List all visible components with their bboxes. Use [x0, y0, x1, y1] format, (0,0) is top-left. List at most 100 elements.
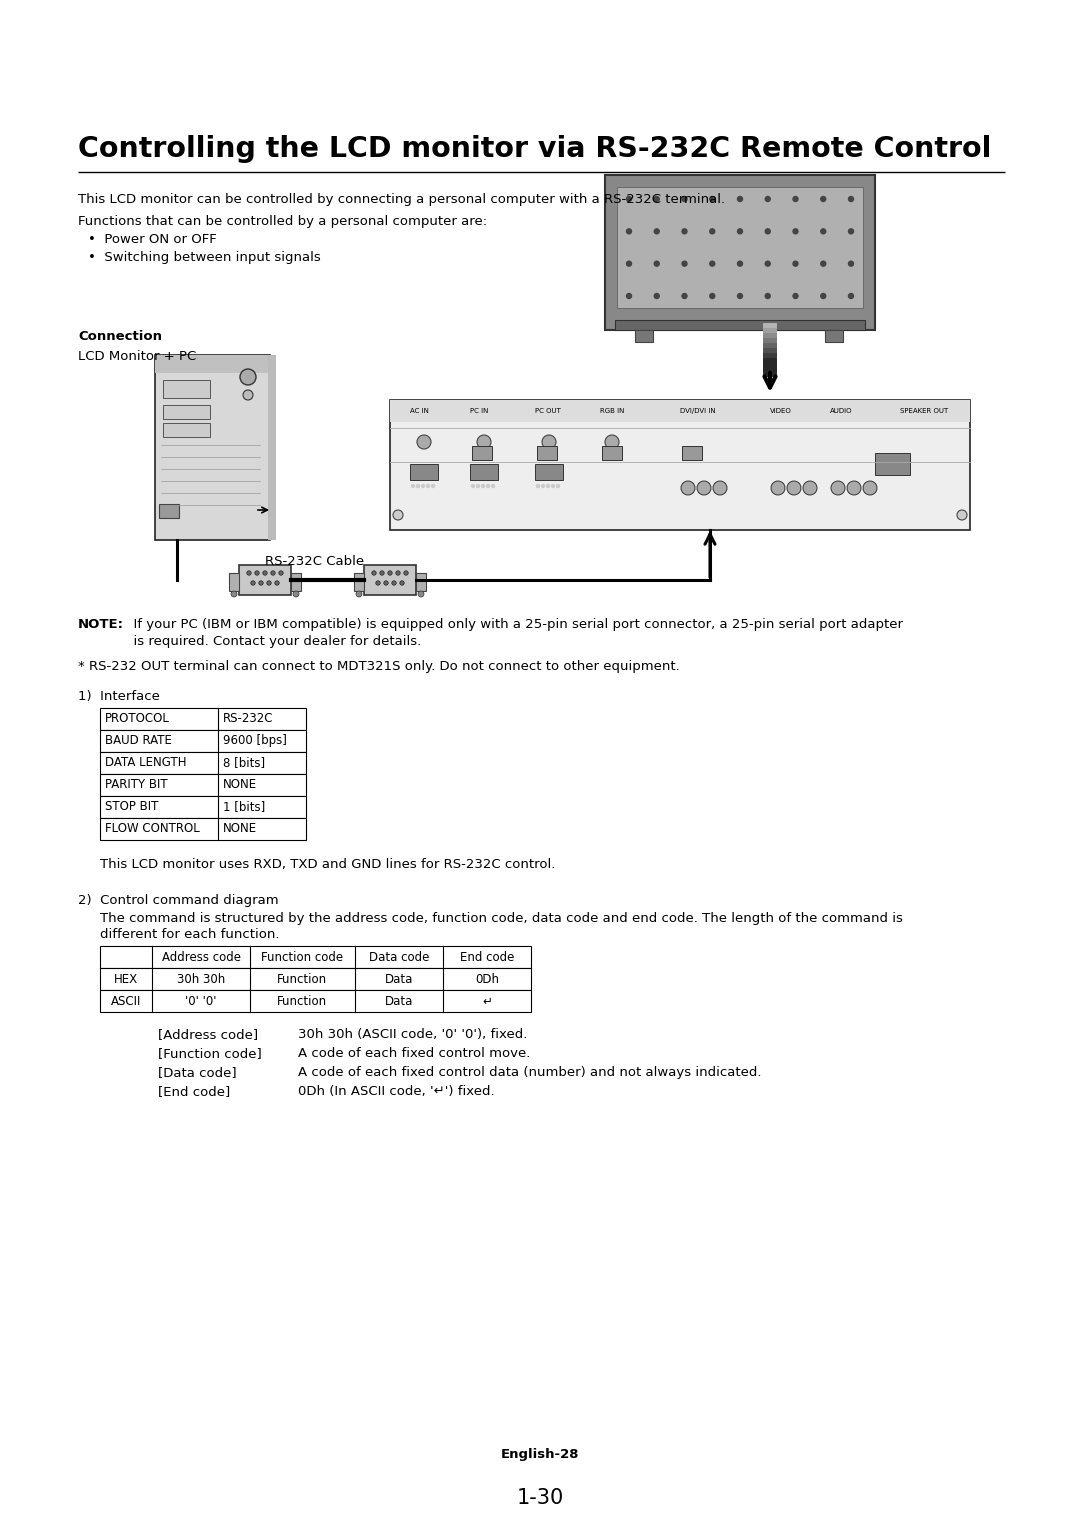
Circle shape: [654, 197, 659, 202]
Text: The command is structured by the address code, function code, data code and end : The command is structured by the address…: [100, 912, 903, 924]
Circle shape: [372, 571, 376, 575]
Circle shape: [247, 571, 252, 575]
Circle shape: [804, 481, 816, 495]
Text: English-28: English-28: [501, 1449, 579, 1461]
Circle shape: [251, 581, 255, 585]
Bar: [390, 400, 970, 422]
Circle shape: [681, 261, 687, 266]
Text: 30h 30h: 30h 30h: [177, 973, 225, 986]
Text: AUDIO: AUDIO: [831, 408, 852, 414]
Text: A code of each fixed control move.: A code of each fixed control move.: [298, 1047, 530, 1060]
Text: A code of each fixed control data (number) and not always indicated.: A code of each fixed control data (numbe…: [298, 1067, 761, 1079]
Text: NOTE:: NOTE:: [78, 617, 124, 631]
Circle shape: [681, 197, 687, 202]
Bar: [100, 946, 531, 969]
Bar: [535, 465, 563, 480]
Circle shape: [710, 229, 715, 234]
Text: Data: Data: [384, 973, 414, 986]
Circle shape: [681, 229, 687, 234]
Text: Address code: Address code: [162, 950, 241, 964]
Text: HEX: HEX: [113, 973, 138, 986]
Circle shape: [654, 229, 659, 234]
Circle shape: [388, 571, 392, 575]
Bar: [159, 504, 179, 518]
Circle shape: [847, 481, 861, 495]
Text: different for each function.: different for each function.: [100, 927, 280, 941]
Bar: [410, 465, 438, 480]
Text: 2)  Control command diagram: 2) Control command diagram: [78, 894, 279, 908]
Circle shape: [793, 261, 798, 266]
Text: * RS-232 OUT terminal can connect to MDT321S only. Do not connect to other equip: * RS-232 OUT terminal can connect to MDT…: [78, 660, 679, 672]
Circle shape: [738, 229, 743, 234]
Text: PC OUT: PC OUT: [535, 408, 561, 414]
Text: Controlling the LCD monitor via RS-232C Remote Control: Controlling the LCD monitor via RS-232C …: [78, 134, 991, 163]
Bar: [163, 423, 210, 437]
Text: NONE: NONE: [222, 778, 257, 792]
Circle shape: [486, 484, 489, 487]
Circle shape: [738, 261, 743, 266]
Text: 8 [bits]: 8 [bits]: [222, 756, 265, 769]
Circle shape: [421, 484, 424, 487]
Text: FLOW CONTROL: FLOW CONTROL: [105, 822, 200, 834]
Circle shape: [491, 484, 495, 487]
Circle shape: [793, 229, 798, 234]
Text: •  Power ON or OFF: • Power ON or OFF: [87, 232, 217, 246]
Circle shape: [240, 368, 256, 385]
Bar: [268, 354, 276, 539]
Circle shape: [395, 571, 401, 575]
Text: DVI/DVI IN: DVI/DVI IN: [680, 408, 716, 414]
Circle shape: [626, 261, 632, 266]
Circle shape: [771, 481, 785, 495]
Circle shape: [713, 481, 727, 495]
Bar: [163, 405, 210, 419]
Circle shape: [279, 571, 283, 575]
Bar: [100, 796, 306, 817]
Circle shape: [738, 197, 743, 202]
Circle shape: [537, 484, 540, 487]
Circle shape: [831, 481, 845, 495]
Text: Function: Function: [276, 995, 327, 1008]
Text: Function: Function: [276, 973, 327, 986]
Circle shape: [605, 435, 619, 449]
Text: LCD Monitor + PC: LCD Monitor + PC: [78, 350, 197, 364]
Circle shape: [821, 293, 826, 298]
Text: This LCD monitor uses RXD, TXD and GND lines for RS-232C control.: This LCD monitor uses RXD, TXD and GND l…: [100, 859, 555, 871]
Circle shape: [546, 484, 550, 487]
Text: VIDEO: VIDEO: [770, 408, 792, 414]
Circle shape: [766, 261, 770, 266]
Text: [Address code]: [Address code]: [158, 1028, 258, 1041]
Bar: [635, 330, 653, 342]
Circle shape: [392, 581, 396, 585]
Bar: [156, 354, 270, 373]
Circle shape: [787, 481, 801, 495]
Circle shape: [427, 484, 430, 487]
Circle shape: [231, 591, 237, 597]
Circle shape: [766, 293, 770, 298]
Bar: [617, 186, 863, 309]
Text: Function code: Function code: [261, 950, 343, 964]
Circle shape: [482, 484, 485, 487]
Text: 1 [bits]: 1 [bits]: [222, 801, 266, 813]
Text: PARITY BIT: PARITY BIT: [105, 778, 167, 792]
Circle shape: [697, 481, 711, 495]
Circle shape: [821, 261, 826, 266]
Bar: [100, 775, 306, 796]
Circle shape: [262, 571, 267, 575]
Text: NONE: NONE: [222, 822, 257, 834]
Text: RGB IN: RGB IN: [600, 408, 624, 414]
Circle shape: [821, 197, 826, 202]
Circle shape: [380, 571, 384, 575]
Circle shape: [556, 484, 559, 487]
Bar: [239, 565, 291, 594]
Bar: [364, 565, 416, 594]
Circle shape: [821, 229, 826, 234]
Text: '0' '0': '0' '0': [186, 995, 217, 1008]
Bar: [100, 817, 306, 840]
Circle shape: [393, 510, 403, 520]
Text: [Data code]: [Data code]: [158, 1067, 237, 1079]
Text: 0Dh: 0Dh: [475, 973, 499, 986]
Text: Data: Data: [384, 995, 414, 1008]
Text: •  Switching between input signals: • Switching between input signals: [87, 251, 321, 264]
Circle shape: [476, 484, 480, 487]
Bar: [100, 730, 306, 752]
